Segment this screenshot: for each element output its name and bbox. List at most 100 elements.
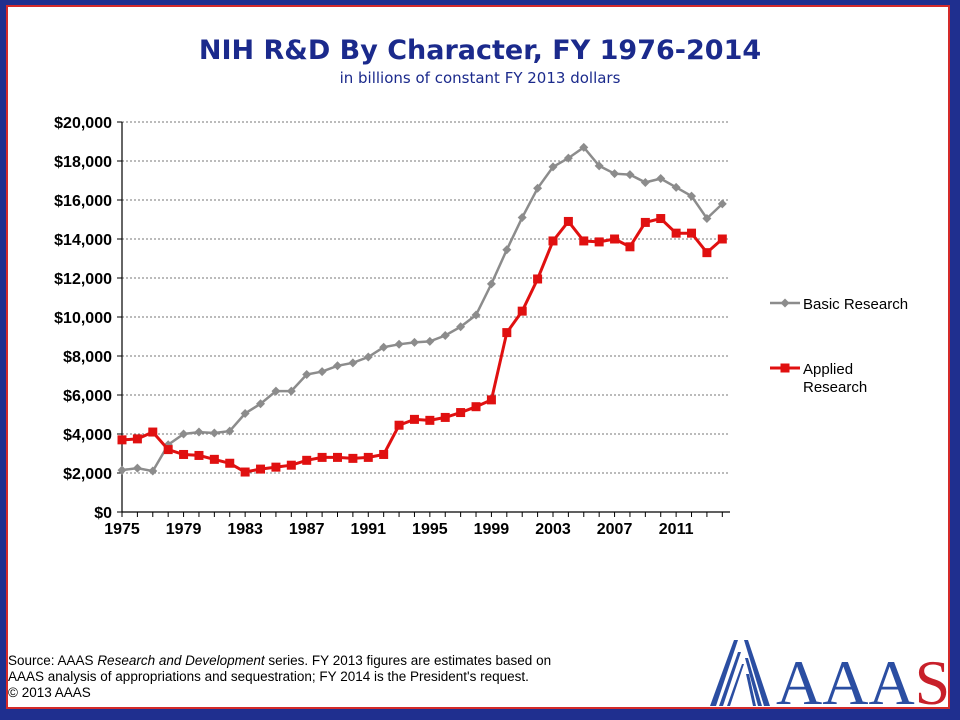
data-point-applied-research	[240, 467, 250, 477]
data-point-applied-research	[502, 328, 512, 338]
chart-subtitle: in billions of constant FY 2013 dollars	[339, 69, 621, 87]
legend-marker-basic-research	[780, 298, 790, 308]
data-series	[117, 142, 727, 477]
legend-label: Basic Research	[803, 296, 908, 313]
data-point-basic-research	[286, 386, 296, 396]
aaas-emblem-icon	[710, 640, 770, 706]
data-point-basic-research	[302, 370, 312, 380]
logo-letters: AAA	[776, 647, 915, 708]
source-text-2: AAAS analysis of appropriations and sequ…	[8, 669, 529, 684]
data-point-basic-research	[517, 213, 527, 223]
data-point-applied-research	[209, 454, 219, 464]
data-point-basic-research	[548, 162, 558, 172]
logo-wordmark: AAAS	[776, 647, 950, 708]
data-point-basic-research	[456, 322, 466, 332]
copyright-text: © 2013 AAAS	[8, 685, 91, 700]
data-point-basic-research	[671, 182, 681, 192]
data-point-basic-research	[348, 358, 358, 368]
data-point-basic-research	[132, 463, 142, 473]
data-point-applied-research	[563, 216, 573, 226]
data-point-basic-research	[363, 352, 373, 362]
y-tick-label: $12,000	[54, 271, 112, 288]
data-point-applied-research	[671, 228, 681, 238]
y-tick-label: $6,000	[63, 388, 112, 405]
y-tick-label: $14,000	[54, 232, 112, 249]
data-point-applied-research	[409, 414, 419, 424]
data-point-basic-research	[332, 361, 342, 371]
y-tick-label: $18,000	[54, 154, 112, 171]
x-tick-label: 1987	[289, 521, 325, 538]
source-text-1b: series. FY 2013 figures are estimates ba…	[264, 653, 552, 668]
legend-label: Research	[803, 379, 867, 396]
data-point-applied-research	[363, 452, 373, 462]
data-point-basic-research	[317, 367, 327, 377]
data-point-applied-research	[317, 452, 327, 462]
data-point-basic-research	[271, 386, 281, 396]
data-point-basic-research	[471, 310, 481, 320]
data-point-basic-research	[225, 426, 235, 436]
data-point-basic-research	[502, 245, 512, 255]
data-point-basic-research	[687, 191, 697, 201]
data-point-basic-research	[425, 336, 435, 346]
axes: $0 $2,000 $4,000 $6,000 $8,000 $10,000 $12,000…	[54, 115, 730, 538]
data-point-basic-research	[610, 169, 620, 179]
data-point-applied-research	[148, 427, 158, 437]
x-tick-label: 1999	[474, 521, 510, 538]
y-tick-label: $8,000	[63, 349, 112, 366]
data-point-applied-research	[594, 237, 604, 247]
data-point-applied-research	[440, 412, 450, 422]
x-tick-label: 1991	[350, 521, 386, 538]
data-point-applied-research	[610, 234, 620, 244]
data-point-basic-research	[533, 183, 543, 193]
x-tick-label: 2007	[597, 521, 633, 538]
data-point-applied-research	[117, 435, 127, 445]
data-point-applied-research	[379, 449, 389, 459]
aaas-logo: AAAS	[710, 640, 950, 708]
y-tick-label: $20,000	[54, 115, 112, 132]
data-point-applied-research	[271, 462, 281, 472]
series-line-basic-research	[121, 145, 724, 473]
legend-marker-applied-research	[780, 363, 790, 373]
y-tick-label: $10,000	[54, 310, 112, 327]
data-point-applied-research	[179, 449, 189, 459]
source-text-italic: Research and Development	[97, 653, 265, 668]
data-point-basic-research	[486, 279, 496, 289]
data-point-applied-research	[225, 458, 235, 468]
data-point-basic-research	[579, 142, 589, 152]
data-point-basic-research	[717, 199, 727, 209]
chart-title: NIH R&D By Character, FY 1976-2014	[198, 35, 762, 66]
data-point-applied-research	[471, 402, 481, 412]
data-point-applied-research	[517, 306, 527, 316]
data-point-basic-research	[394, 339, 404, 349]
data-point-applied-research	[286, 460, 296, 470]
x-tick-label: 1995	[412, 521, 448, 538]
data-point-applied-research	[132, 434, 142, 444]
data-point-basic-research	[656, 174, 666, 184]
source-text-1a: Source: AAAS	[8, 653, 98, 668]
data-point-basic-research	[240, 409, 250, 419]
y-tick-label: $4,000	[63, 427, 112, 444]
data-point-applied-research	[194, 450, 204, 460]
x-tick-label: 1983	[227, 521, 263, 538]
x-tick-label: 2003	[535, 521, 571, 538]
data-point-applied-research	[256, 464, 266, 474]
data-point-applied-research	[425, 415, 435, 425]
data-point-applied-research	[702, 248, 712, 258]
data-point-applied-research	[302, 455, 312, 465]
series-line-applied-research	[121, 216, 724, 474]
y-tick-label: $16,000	[54, 193, 112, 210]
data-point-applied-research	[656, 214, 666, 224]
data-point-basic-research	[594, 161, 604, 171]
data-point-applied-research	[640, 217, 650, 227]
data-point-applied-research	[163, 445, 173, 455]
y-tick-label: $2,000	[63, 466, 112, 483]
data-point-applied-research	[486, 395, 496, 405]
data-point-applied-research	[332, 452, 342, 462]
data-point-applied-research	[533, 274, 543, 284]
data-point-applied-research	[625, 242, 635, 252]
data-point-basic-research	[625, 170, 635, 180]
logo-last-letter: S	[915, 647, 951, 708]
data-point-basic-research	[702, 214, 712, 224]
